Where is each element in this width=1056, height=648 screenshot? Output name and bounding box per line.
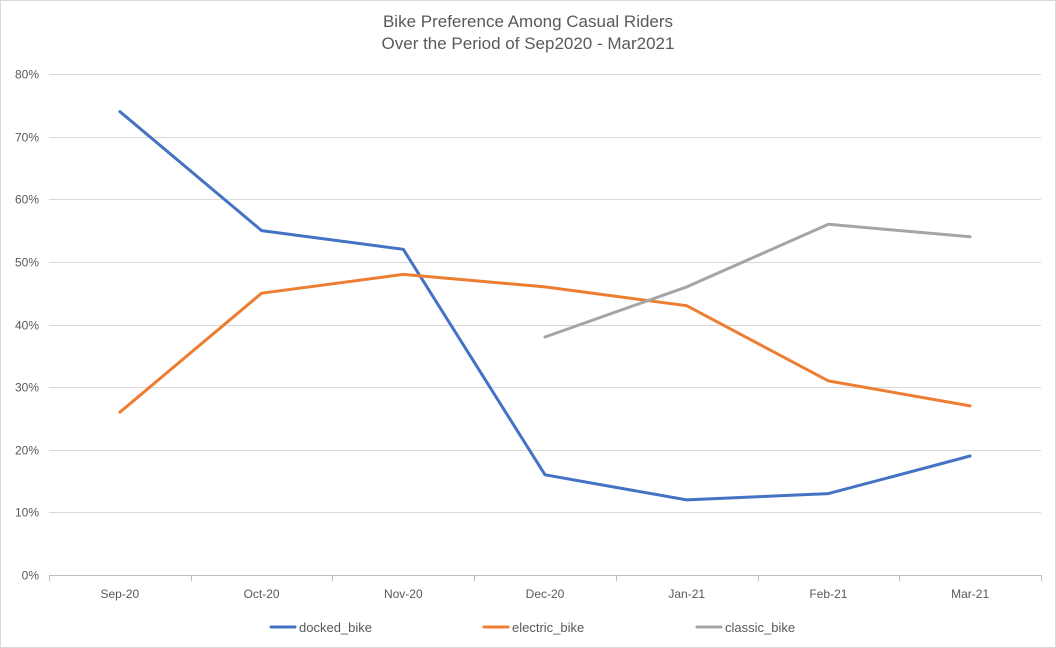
y-tick-label: 70%: [15, 131, 39, 145]
legend-item-docked-bike: docked_bike: [269, 620, 372, 635]
axes: 0% 10% 20% 30% 40% 50% 60% 70% 80% Sep-20 Oct-20 No…: [15, 68, 1042, 601]
y-tick-label: 0%: [22, 569, 40, 583]
y-tick-label: 40%: [15, 319, 39, 333]
chart-title: Bike Preference Among Casual Riders Over…: [1, 11, 1055, 55]
x-tick-label: Mar-21: [951, 587, 989, 601]
series-lines: [118, 110, 972, 502]
chart-title-line-2: Over the Period of Sep2020 - Mar2021: [381, 34, 675, 53]
x-tick-label: Oct-20: [244, 587, 280, 601]
legend-label: classic_bike: [725, 620, 795, 635]
y-tick-label: 80%: [15, 68, 39, 82]
legend-item-classic-bike: classic_bike: [695, 620, 795, 635]
y-tick-label: 60%: [15, 193, 39, 207]
legend-label: electric_bike: [512, 620, 584, 635]
series-line-electric-bike: [118, 272, 972, 414]
series-line-docked-bike: [118, 110, 972, 502]
x-tick-label: Dec-20: [526, 587, 565, 601]
x-tick-label: Jan-21: [668, 587, 705, 601]
chart-title-line-1: Bike Preference Among Casual Riders: [382, 12, 674, 31]
y-tick-label: 20%: [15, 444, 39, 458]
y-tick-label: 30%: [15, 381, 39, 395]
x-tick-label: Nov-20: [384, 587, 423, 601]
y-tick-label: 50%: [15, 256, 39, 270]
gridlines: [49, 74, 1041, 513]
legend: docked_bike electric_bike classic_bike: [269, 620, 795, 635]
x-tick-label: Sep-20: [101, 587, 140, 601]
legend-item-electric-bike: electric_bike: [482, 620, 584, 635]
series-line-classic-bike: [543, 222, 972, 339]
x-tick-label: Feb-21: [809, 587, 847, 601]
legend-label: docked_bike: [299, 620, 372, 635]
y-tick-label: 10%: [15, 506, 39, 520]
